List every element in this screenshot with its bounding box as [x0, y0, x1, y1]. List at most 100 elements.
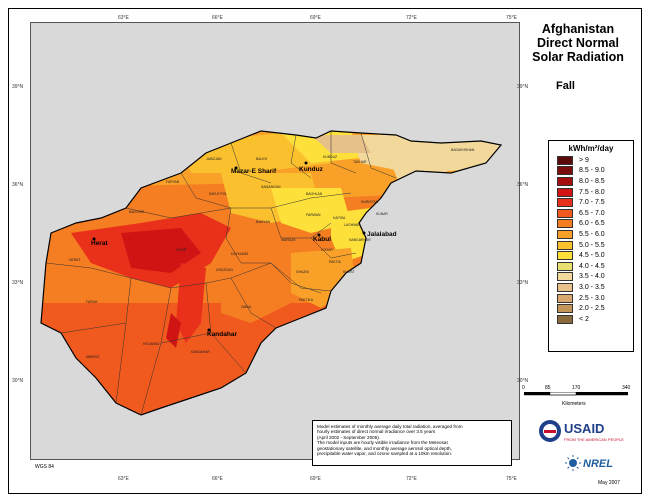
province-farah: FARAH: [86, 300, 98, 304]
city-labels: Herat Mazar-E Sharif Kunduz Kabul Jalala…: [91, 166, 397, 338]
province-kunar: KUNAR: [376, 212, 388, 216]
usaid-wordmark: USAID: [564, 421, 604, 436]
datum-label: WGS 84: [35, 464, 54, 470]
usaid-tagline: FROM THE AMERICAN PEOPLE: [564, 437, 624, 442]
date-label: May 2007: [598, 480, 620, 486]
legend-label: 3.0 - 3.5: [579, 283, 605, 291]
legend-swatch: [557, 272, 573, 282]
lon-tick-bottom-66: 66°E: [212, 476, 223, 482]
scale-label-170: 170: [572, 385, 581, 391]
model-notes: Model estimates of monthly average daily…: [312, 420, 512, 466]
legend-row: 6.5 - 7.0: [557, 208, 633, 219]
province-khost: KHOST: [343, 270, 355, 274]
legend-row: 2.0 - 2.5: [557, 303, 633, 314]
province-badakhshan: BADAKHSHAN: [451, 148, 475, 152]
legend-row: 4.5 - 5.0: [557, 250, 633, 261]
legend-swatch: [557, 293, 573, 303]
lon-tick-top-75: 75°E: [506, 15, 517, 21]
lat-tick-left-33: 33°N: [12, 280, 24, 286]
legend-swatch: [557, 176, 573, 186]
legend-swatch: [557, 229, 573, 239]
legend-row: 3.0 - 3.5: [557, 282, 633, 293]
province-uruzgan: URUZGAN: [216, 268, 233, 272]
legend-label: 5.0 - 5.5: [579, 241, 605, 249]
province-ghazni: GHAZNI: [296, 270, 309, 274]
province-bamyan: BAMYAN: [256, 220, 271, 224]
legend-row: 8.5 - 9.0: [557, 166, 633, 177]
city-marker-kabul: [317, 233, 321, 237]
city-marker-kunduz: [304, 161, 308, 165]
province-laghman: LAGHMAN: [344, 223, 361, 227]
legend-label: 4.0 - 4.5: [579, 262, 605, 270]
legend-label: 2.0 - 2.5: [579, 305, 605, 313]
note-line: precipitable water vapor, and ozone samp…: [317, 451, 453, 457]
province-nuristan: NURISTAN: [361, 200, 379, 204]
legend-swatch: [557, 208, 573, 218]
legend-label: 8.0 - 8.5: [579, 177, 605, 185]
city-jalalabad: Jalalabad: [367, 231, 397, 238]
lon-tick-top-72: 72°E: [406, 15, 417, 21]
province-badghis: BADGHIS: [129, 210, 145, 214]
nrel-logo[interactable]: NREL: [565, 454, 625, 472]
province-parwan: PARWAN: [306, 213, 321, 217]
legend-row: 5.5 - 6.0: [557, 229, 633, 240]
city-marker-herat: [92, 237, 96, 241]
legend-title: kWh/m²/day: [568, 144, 614, 153]
map-title: Afghanistan Direct Normal Solar Radiatio…: [528, 22, 628, 64]
province-sarepol: SAR-E POL: [209, 192, 227, 196]
legend-swatch: [557, 261, 573, 271]
lon-tick-top-63: 63°E: [118, 15, 129, 21]
legend-label: 8.5 - 9.0: [579, 167, 605, 175]
note-line: The model inputs are hourly visible irra…: [317, 440, 448, 446]
map-area[interactable]: Herat Mazar-E Sharif Kunduz Kabul Jalala…: [30, 22, 520, 460]
legend-swatch: [557, 304, 573, 314]
scale-unit: Kilometers: [562, 401, 586, 407]
province-nimroz: NIMROZ: [86, 355, 99, 359]
legend-swatch: [557, 251, 573, 261]
city-marker-kandahar: [207, 328, 211, 332]
province-kunduz: KUNDUZ: [323, 155, 337, 159]
usaid-logo[interactable]: USAID FROM THE AMERICAN PEOPLE: [538, 418, 628, 444]
nrel-wordmark: NREL: [583, 458, 613, 470]
city-kunduz: Kunduz: [299, 166, 324, 173]
legend-label: 7.0 - 7.5: [579, 199, 605, 207]
legend-swatch: [557, 240, 573, 250]
legend-row: 7.0 - 7.5: [557, 197, 633, 208]
province-zabul: ZABUL: [241, 305, 252, 309]
province-baghlan: BAGHLAN: [306, 192, 323, 196]
lat-tick-left-36: 36°N: [12, 182, 24, 188]
province-kandahar: KANDAHAR: [191, 350, 210, 354]
scale-label-0: 0: [522, 385, 525, 391]
legend-label: > 9: [579, 156, 589, 164]
note-line: geostationary satellite, and monthly ave…: [317, 445, 452, 451]
province-samangan: SAMANGAN: [261, 185, 281, 189]
province-boundaries: [45, 131, 397, 416]
province-daykundi: DAYKUNDI: [231, 252, 248, 256]
legend-row: 8.0 - 8.5: [557, 176, 633, 187]
legend-row: 7.5 - 8.0: [557, 187, 633, 198]
legend-row: > 9: [557, 155, 633, 166]
city-mazar: Mazar-E Sharif: [231, 168, 277, 175]
lon-tick-bottom-69: 69°E: [310, 476, 321, 482]
city-herat: Herat: [91, 240, 108, 247]
legend-label: < 2: [579, 315, 589, 323]
province-herat: HERAT: [69, 258, 80, 262]
lat-tick-right-36: 36°N: [517, 182, 529, 188]
legend-label: 2.5 - 3.0: [579, 294, 605, 302]
province-wardak: WARDAK: [281, 238, 296, 242]
province-helmand: HELMAND: [143, 342, 160, 346]
city-marker-jalalabad: [362, 231, 366, 235]
title-line-1: Afghanistan: [541, 22, 615, 36]
lat-tick-left-30: 30°N: [12, 378, 24, 384]
legend-label: 6.0 - 6.5: [579, 220, 605, 228]
province-ghor: GHOR: [176, 248, 187, 252]
scale-label-340: 340: [622, 385, 631, 391]
lon-tick-bottom-72: 72°E: [406, 476, 417, 482]
legend-swatch: [557, 166, 573, 176]
country-border: [40, 130, 503, 416]
province-labels: BADAKHSHAN JAWZJAN BALKH KUNDUZ TAKHAR F…: [69, 148, 475, 359]
city-markers: [92, 161, 366, 332]
afghanistan-map: Herat Mazar-E Sharif Kunduz Kabul Jalala…: [40, 130, 503, 416]
season-label: Fall: [556, 80, 575, 92]
legend-swatch: [557, 219, 573, 229]
